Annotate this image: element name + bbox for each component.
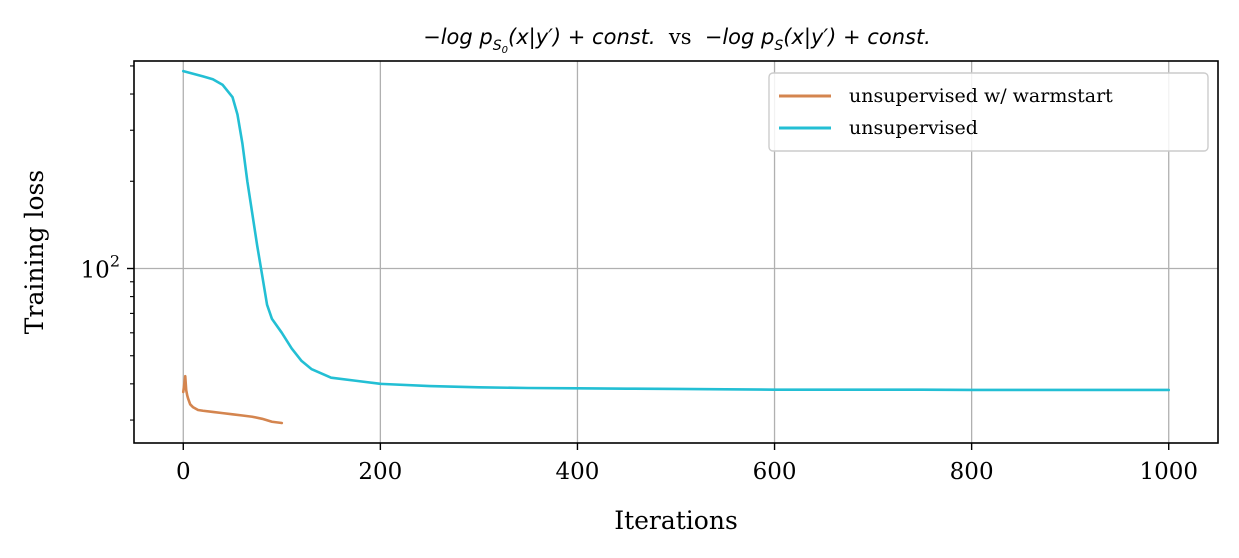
series-lines [181,69,1171,425]
x-tick-label: 600 [753,459,797,485]
title-vs: vs [668,25,692,49]
legend: unsupervised w/ warmstart unsupervised [768,72,1209,152]
legend-label-unsupervised: unsupervised [849,117,978,139]
x-tick-label: 200 [358,459,402,485]
legend-box [768,72,1209,152]
x-axis-label: Iterations [614,506,738,535]
series-line-unsupervised [181,69,1171,392]
chart-title: −log pS0(x|y′) + const. vs −log pS(x|y′)… [423,25,931,56]
x-tick-label: 800 [950,459,994,485]
y-axis-label: Training loss [20,170,49,334]
axis-ticks: 0 200 400 600 800 1000 102 [81,65,1198,485]
x-tick-label: 400 [556,459,600,485]
y-tick-label: 102 [81,252,120,284]
x-tick-label: 1000 [1139,459,1198,485]
title-part1-rest: (x|y′) + const. [508,25,656,50]
title-part1-sub: S [493,38,502,54]
title-part2-sub: S [774,38,783,54]
legend-label-warmstart: unsupervised w/ warmstart [849,85,1113,107]
title-part2-rest: (x|y′) + const. [783,25,931,50]
title-part1: −log p [423,25,493,49]
title-part2: −log p [705,25,775,49]
plot-frame [133,60,1219,444]
series-line-warmstart [181,374,284,425]
x-tick-label: 0 [176,459,191,485]
title-part1-subsub: 0 [502,45,508,56]
